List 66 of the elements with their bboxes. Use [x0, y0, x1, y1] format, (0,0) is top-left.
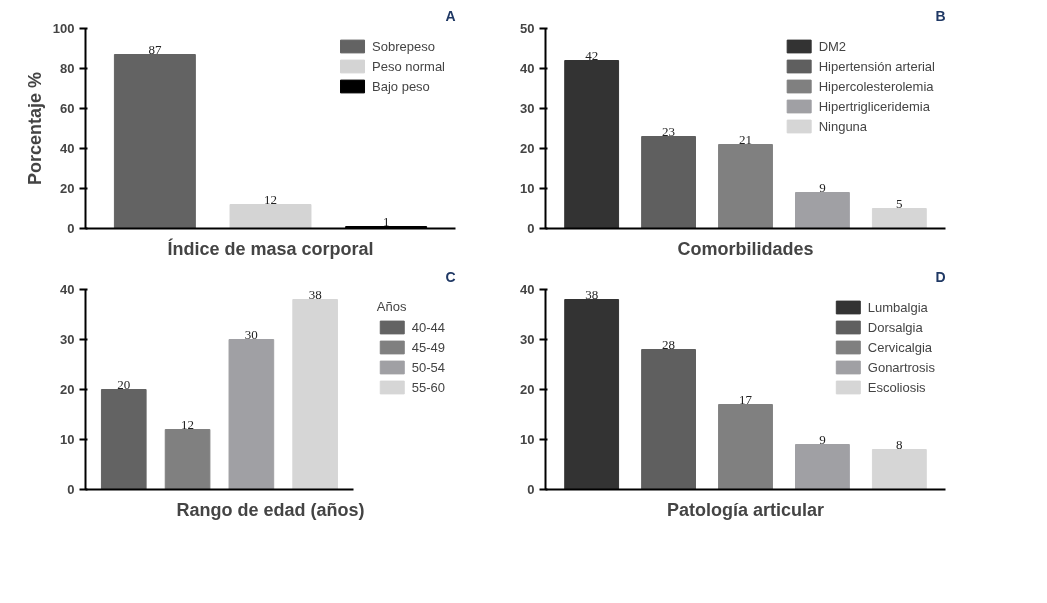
y-axis-title: Porcentaje %	[24, 71, 45, 186]
x-axis-title: Índice de masa corporal	[167, 237, 374, 259]
legend-label: Bajo peso	[372, 78, 430, 94]
legend-label: Dorsalgia	[867, 319, 923, 335]
y-tick-label: 10	[520, 432, 535, 447]
data-label: 9	[819, 431, 826, 447]
y-tick-label: 0	[527, 221, 535, 236]
y-tick-label: 30	[520, 332, 535, 347]
text: D	[935, 268, 946, 285]
data-label: 21	[739, 131, 752, 147]
y-tick-label: 50	[520, 21, 535, 36]
data-label: 30	[244, 326, 258, 342]
legend-label: Hipertensión arterial	[818, 58, 935, 74]
data-label: 12	[181, 416, 195, 432]
y-tick-label: 60	[60, 101, 75, 116]
legend-label: Hipertrigliceridemia	[818, 98, 930, 114]
legend-label: Gonartrosis	[867, 359, 935, 375]
y-tick-label: 0	[527, 482, 535, 497]
x-axis-title: Rango de edad (años)	[176, 499, 365, 520]
data-label: 38	[308, 286, 322, 302]
data-label: 20	[117, 376, 131, 392]
data-label: 17	[739, 391, 753, 407]
legend-label: Sobrepeso	[372, 38, 435, 54]
y-tick-label: 0	[67, 221, 75, 236]
y-tick-label: 20	[60, 181, 75, 196]
text: C	[445, 268, 456, 285]
y-tick-label: 80	[60, 61, 75, 76]
data-label: 8	[896, 436, 903, 452]
legend-title: Años	[376, 299, 408, 314]
data-label: 42	[585, 47, 599, 63]
text: B	[935, 7, 946, 24]
y-tick-label: 20	[520, 382, 535, 397]
y-tick-label: 40	[60, 282, 75, 297]
legend-label: Lumbalgia	[867, 299, 928, 315]
legend-label: 40-44	[411, 319, 445, 335]
legend-label: Hipercolesterolemia	[818, 78, 934, 94]
y-tick-label: 100	[52, 21, 75, 36]
data-label: 28	[662, 336, 676, 352]
y-tick-label: 0	[67, 482, 75, 497]
y-tick-label: 20	[60, 382, 75, 397]
data-label: 23	[662, 123, 676, 139]
legend-label: Ninguna	[818, 118, 868, 134]
legend-label: 45-49	[411, 339, 445, 355]
data-label: 5	[896, 195, 903, 211]
data-label: 38	[585, 286, 599, 302]
y-tick-label: 40	[60, 141, 75, 156]
legend-label: 50-54	[411, 359, 445, 375]
x-axis-title: Patología articular	[666, 499, 825, 520]
x-axis-title: Comorbilidades	[677, 238, 814, 259]
y-tick-label: 40	[520, 61, 535, 76]
y-tick-label: 30	[520, 101, 535, 116]
y-tick-label: 10	[60, 432, 75, 447]
y-tick-label: 10	[520, 181, 535, 196]
legend-label: Cervicalgia	[867, 339, 933, 355]
legend-label: DM2	[818, 38, 847, 54]
y-tick-label: 40	[520, 282, 535, 297]
data-label: 9	[819, 179, 826, 195]
legend-label: 55-60	[411, 379, 445, 395]
y-tick-label: 30	[60, 332, 75, 347]
data-label: 12	[264, 191, 277, 207]
text: A	[445, 7, 456, 24]
data-label: 87	[148, 41, 162, 57]
legend-label: Escoliosis	[867, 379, 926, 395]
legend-label: Peso normal	[372, 58, 445, 74]
data-label: 1	[382, 213, 390, 229]
y-tick-label: 20	[520, 141, 535, 156]
